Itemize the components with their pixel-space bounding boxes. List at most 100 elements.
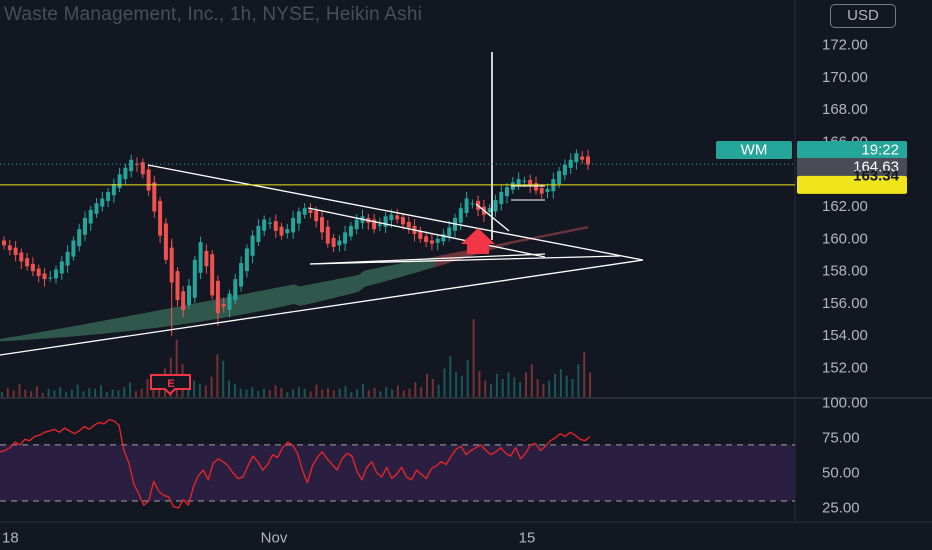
- candle[interactable]: [372, 214, 377, 234]
- rsi-pane[interactable]: [0, 418, 795, 509]
- candle[interactable]: [464, 191, 469, 218]
- heikin-ashi-candles[interactable]: [2, 149, 590, 336]
- candle[interactable]: [574, 149, 579, 170]
- candle[interactable]: [487, 204, 492, 217]
- candle[interactable]: [88, 205, 93, 231]
- candle[interactable]: [493, 194, 498, 217]
- candle[interactable]: [198, 236, 203, 279]
- candle[interactable]: [325, 220, 330, 248]
- candle[interactable]: [65, 245, 70, 273]
- wedge-upper-line[interactable]: [307, 207, 546, 258]
- candle[interactable]: [447, 220, 452, 242]
- candle[interactable]: [562, 159, 567, 181]
- price-axis[interactable]: 172.00170.00168.00166.00164.00162.00160.…: [716, 37, 907, 517]
- candle[interactable]: [424, 231, 429, 248]
- candle[interactable]: [210, 250, 215, 300]
- candle[interactable]: [30, 257, 35, 277]
- candle[interactable]: [42, 268, 47, 287]
- candle[interactable]: [348, 221, 353, 241]
- candle[interactable]: [192, 255, 197, 303]
- candle[interactable]: [77, 223, 82, 252]
- candle[interactable]: [441, 228, 446, 246]
- candle[interactable]: [163, 218, 168, 264]
- candle[interactable]: [545, 183, 550, 199]
- candle[interactable]: [418, 226, 423, 243]
- time-axis[interactable]: 18 Nov 15: [2, 530, 535, 547]
- wedge-lower-line[interactable]: [309, 253, 546, 265]
- candle[interactable]: [100, 191, 105, 212]
- candle[interactable]: [117, 167, 122, 192]
- triangle-upper-trendline[interactable]: [147, 164, 644, 261]
- earnings-marker[interactable]: E: [150, 374, 191, 396]
- candle[interactable]: [285, 223, 290, 239]
- candle[interactable]: [146, 164, 151, 196]
- candle[interactable]: [227, 289, 232, 318]
- symbol-tag[interactable]: WM: [716, 141, 792, 159]
- countdown-tag[interactable]: 19:22: [797, 141, 907, 159]
- candle[interactable]: [239, 256, 244, 292]
- candle[interactable]: [71, 236, 76, 261]
- candle[interactable]: [568, 153, 573, 175]
- candle[interactable]: [273, 214, 278, 239]
- candle[interactable]: [25, 252, 30, 271]
- candle[interactable]: [395, 208, 400, 224]
- candle[interactable]: [505, 183, 509, 204]
- candle[interactable]: [36, 264, 41, 283]
- candle[interactable]: [435, 234, 440, 251]
- candle[interactable]: [233, 273, 238, 305]
- candle[interactable]: [343, 225, 348, 252]
- candle[interactable]: [470, 199, 475, 209]
- candle[interactable]: [181, 286, 186, 318]
- candle[interactable]: [268, 217, 272, 229]
- rsi-line[interactable]: [0, 418, 591, 509]
- candle[interactable]: [302, 202, 307, 219]
- candle[interactable]: [377, 217, 382, 232]
- candle[interactable]: [331, 234, 336, 253]
- level-price-tag[interactable]: 163.34: [797, 167, 907, 194]
- candle[interactable]: [244, 244, 249, 278]
- candle[interactable]: [83, 211, 87, 242]
- candle[interactable]: [580, 151, 585, 164]
- candle[interactable]: [586, 149, 590, 170]
- candle[interactable]: [140, 158, 145, 179]
- candle[interactable]: [221, 297, 226, 313]
- candle[interactable]: [94, 198, 99, 218]
- candle[interactable]: [129, 154, 134, 178]
- triangle-base-line[interactable]: [309, 255, 621, 265]
- breakout-arrow[interactable]: [461, 228, 495, 254]
- candle[interactable]: [204, 244, 209, 274]
- candle[interactable]: [291, 211, 296, 239]
- candle[interactable]: [429, 233, 434, 250]
- candle[interactable]: [175, 267, 180, 307]
- candle[interactable]: [406, 216, 411, 234]
- candle[interactable]: [123, 163, 128, 185]
- candle[interactable]: [7, 240, 12, 256]
- candle[interactable]: [59, 256, 64, 280]
- triangle-lower-trendline[interactable]: [0, 259, 644, 356]
- drawings[interactable]: E: [0, 52, 795, 396]
- candle[interactable]: [250, 230, 255, 264]
- candle[interactable]: [106, 188, 111, 208]
- candle[interactable]: [187, 279, 191, 309]
- currency-button[interactable]: USD: [830, 4, 896, 28]
- candle[interactable]: [528, 174, 533, 193]
- candle[interactable]: [54, 265, 58, 284]
- candle[interactable]: [279, 222, 284, 240]
- candle[interactable]: [401, 213, 405, 230]
- candle[interactable]: [158, 196, 163, 243]
- candle[interactable]: [516, 172, 521, 190]
- candle[interactable]: [262, 215, 267, 236]
- candle[interactable]: [111, 178, 116, 203]
- candle[interactable]: [296, 207, 301, 231]
- candle[interactable]: [499, 185, 504, 211]
- candle[interactable]: [320, 211, 324, 240]
- candle[interactable]: [152, 175, 157, 218]
- candle[interactable]: [2, 236, 6, 250]
- candle[interactable]: [256, 219, 261, 247]
- candle[interactable]: [19, 248, 24, 269]
- candle[interactable]: [13, 241, 18, 262]
- candle[interactable]: [383, 212, 388, 233]
- candle[interactable]: [48, 271, 53, 282]
- candle[interactable]: [308, 203, 313, 219]
